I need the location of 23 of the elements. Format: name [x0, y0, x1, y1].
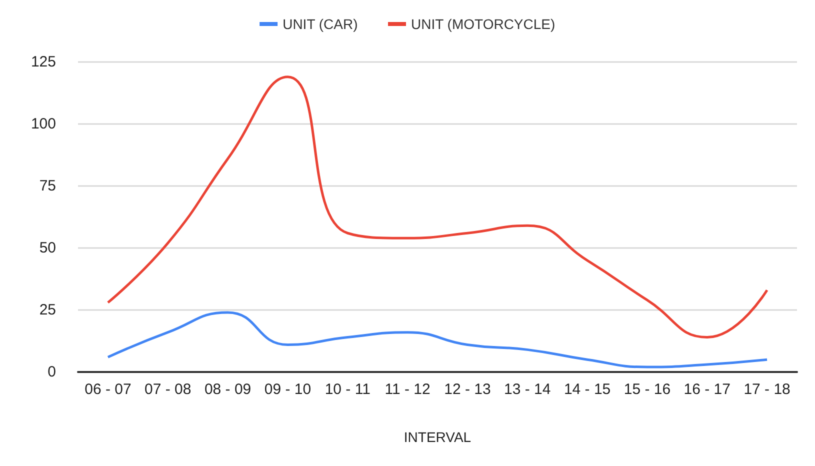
- x-tick-label: 13 - 14: [504, 381, 551, 398]
- x-tick-label: 07 - 08: [144, 381, 192, 398]
- x-tick-label: 08 - 09: [204, 381, 252, 398]
- line-series: [106, 76, 768, 339]
- x-tick-label: 15 - 16: [624, 381, 671, 398]
- x-tick-label: 12 - 13: [444, 381, 491, 398]
- y-tick-label: 50: [39, 240, 56, 256]
- x-tick-label: 17 - 18: [744, 381, 790, 398]
- x-tick-label: 11 - 12: [384, 381, 430, 398]
- legend-label: UNIT (MOTORCYCLE): [411, 16, 556, 32]
- x-tick-label: 06 - 07: [84, 381, 132, 398]
- y-tick-label: 25: [39, 302, 56, 318]
- line-series: [106, 311, 768, 368]
- x-tick-label: 14 - 15: [564, 381, 611, 398]
- x-tick-label: 10 - 11: [324, 381, 370, 398]
- x-tick-label: 16 - 17: [684, 381, 730, 398]
- y-tick-label: 0: [48, 364, 56, 380]
- x-axis-title: INTERVAL: [404, 429, 472, 445]
- y-tick-label: 100: [30, 116, 56, 132]
- legend-label: UNIT (CAR): [282, 16, 358, 32]
- y-tick-label: 75: [39, 178, 56, 194]
- x-tick-label: 09 - 10: [264, 381, 312, 398]
- y-tick-label: 125: [30, 54, 56, 70]
